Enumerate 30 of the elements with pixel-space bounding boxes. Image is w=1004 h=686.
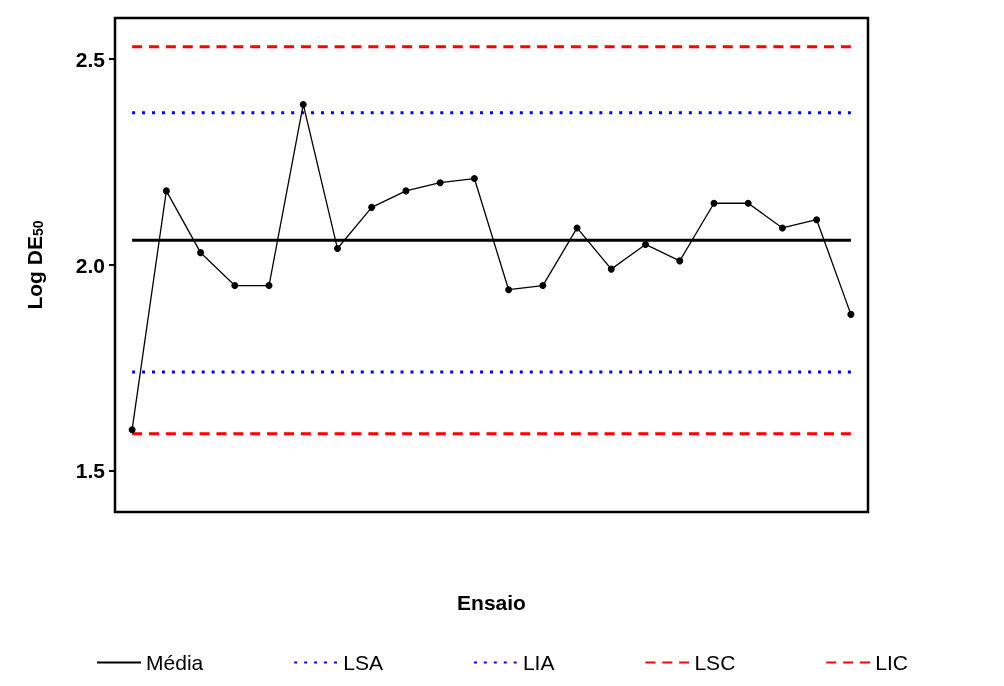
point — [368, 203, 376, 211]
point — [299, 100, 307, 108]
legend-label: LIA — [522, 651, 555, 674]
point — [231, 282, 239, 290]
point — [813, 216, 821, 224]
point — [710, 199, 718, 207]
point — [642, 240, 650, 248]
legend-label: LSA — [343, 651, 383, 674]
point — [265, 282, 273, 290]
point — [676, 257, 684, 265]
point — [539, 282, 547, 290]
y-tick-label: 2.0 — [75, 253, 105, 277]
point — [607, 265, 615, 273]
point — [333, 245, 341, 253]
x-axis-title: Ensaio — [457, 591, 526, 614]
legend-label: Média — [146, 651, 204, 674]
point — [470, 175, 478, 183]
legend-label: LSC — [694, 651, 736, 674]
point — [505, 286, 513, 294]
point — [436, 179, 444, 187]
point — [778, 224, 786, 232]
y-tick-label: 1.5 — [75, 459, 106, 483]
point — [197, 249, 205, 257]
point — [847, 310, 855, 318]
point — [128, 426, 136, 434]
y-tick-label: 2.5 — [75, 47, 106, 71]
legend-label: LIC — [875, 651, 908, 674]
point — [162, 187, 170, 195]
point — [744, 199, 752, 207]
y-axis-title: Log DE50 — [22, 220, 46, 310]
